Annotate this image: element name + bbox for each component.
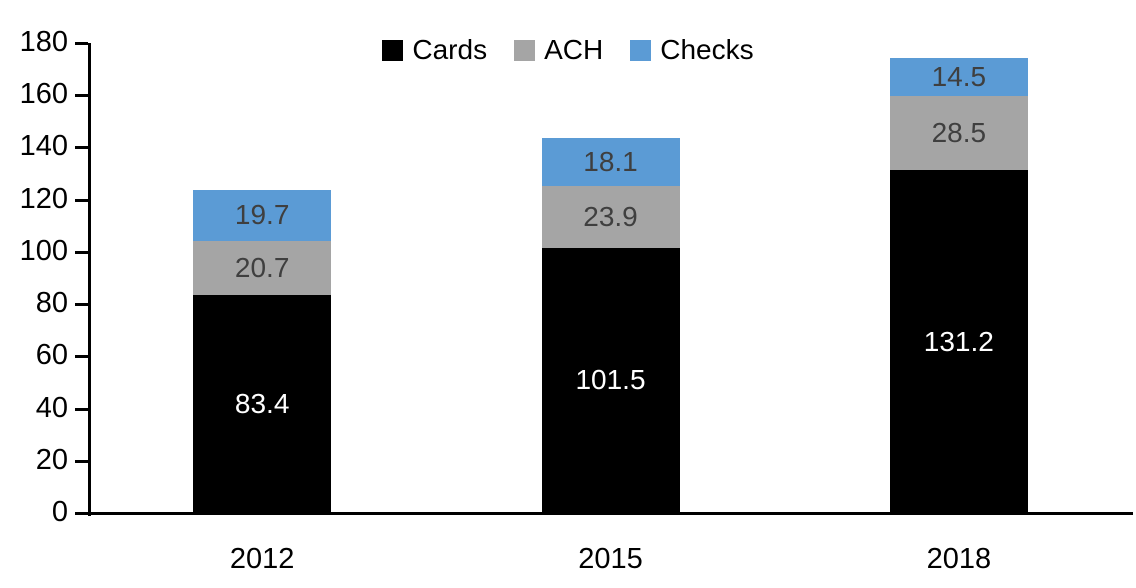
bar-segment-2012-ach: 20.7 bbox=[193, 241, 332, 296]
bar-segment-2015-ach: 23.9 bbox=[541, 185, 680, 248]
legend-item-cards: Cards bbox=[382, 36, 487, 64]
bar-segment-2015-checks: 18.1 bbox=[541, 138, 680, 186]
y-tick-label: 40 bbox=[35, 391, 68, 424]
y-tick-label: 60 bbox=[35, 339, 68, 372]
bar-value-label: 101.5 bbox=[575, 364, 646, 396]
y-tick-label: 180 bbox=[19, 25, 68, 58]
bar-value-label: 131.2 bbox=[923, 325, 994, 357]
y-tick-label: 160 bbox=[19, 78, 68, 111]
x-axis-label: 2018 bbox=[926, 543, 992, 575]
y-axis-tick bbox=[75, 146, 88, 150]
y-tick-label: 80 bbox=[35, 287, 68, 320]
bar-segment-2012-cards: 83.4 bbox=[193, 295, 332, 513]
y-tick-label: 20 bbox=[35, 443, 68, 476]
x-axis-label: 2012 bbox=[229, 543, 295, 575]
bar-value-label: 83.4 bbox=[234, 388, 290, 420]
y-axis-tick bbox=[75, 459, 88, 463]
bar-value-label: 14.5 bbox=[931, 61, 987, 93]
bar-value-label: 18.1 bbox=[583, 145, 638, 177]
y-axis-tick bbox=[75, 355, 88, 359]
y-axis-tick bbox=[75, 198, 88, 202]
bar-segment-2012-checks: 19.7 bbox=[193, 189, 332, 242]
y-axis-tick bbox=[75, 407, 88, 411]
legend-item-checks: Checks bbox=[630, 34, 754, 65]
bar-value-label: 28.5 bbox=[931, 117, 987, 149]
y-axis-tick bbox=[75, 42, 88, 45]
y-axis-line bbox=[88, 43, 91, 516]
y-axis-tick bbox=[75, 303, 88, 307]
bar-segment-2018-cards: 131.2 bbox=[889, 170, 1028, 513]
legend-label: Cards bbox=[412, 34, 488, 65]
bar-value-label: 20.7 bbox=[234, 252, 290, 284]
legend-marker-ach-icon bbox=[514, 39, 536, 61]
bar-segment-2018-checks: 14.5 bbox=[889, 58, 1028, 96]
legend-marker-checks-icon bbox=[630, 39, 652, 61]
y-axis-tick bbox=[75, 250, 88, 254]
legend-label: ACH bbox=[544, 34, 604, 65]
bar-segment-2018-ach: 28.5 bbox=[889, 96, 1028, 171]
y-axis-tick bbox=[75, 94, 88, 98]
chart-legend: Cards ACH Checks bbox=[0, 33, 1136, 67]
y-tick-label: 0 bbox=[51, 495, 68, 528]
legend-label: Checks bbox=[660, 34, 754, 65]
bar-value-label: 23.9 bbox=[583, 200, 638, 232]
x-axis-line bbox=[75, 512, 1133, 515]
x-axis-label: 2015 bbox=[578, 543, 643, 575]
y-axis-tick bbox=[75, 512, 88, 515]
y-tick-label: 140 bbox=[19, 130, 68, 163]
y-tick-label: 120 bbox=[19, 182, 68, 215]
y-tick-label: 100 bbox=[19, 234, 68, 267]
legend-marker-cards-icon bbox=[382, 39, 404, 61]
bar-segment-2015-cards: 101.5 bbox=[541, 247, 680, 513]
legend-item-ach: ACH bbox=[514, 36, 603, 64]
bar-value-label: 19.7 bbox=[234, 199, 290, 231]
